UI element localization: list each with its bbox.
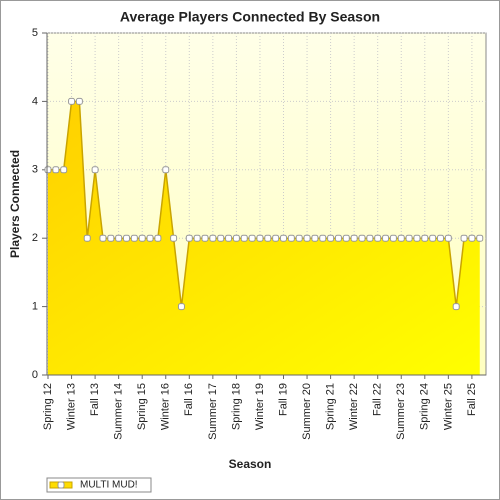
marker [374, 234, 382, 242]
y-tick-label: 5 [32, 27, 38, 39]
x-tick-label: Spring 21 [325, 383, 337, 430]
marker [170, 234, 178, 242]
marker [421, 234, 429, 242]
marker [280, 234, 287, 242]
marker [44, 166, 52, 174]
marker [240, 234, 248, 242]
x-tick-label: Summer 17 [207, 383, 219, 440]
x-tick-label: Fall 16 [183, 383, 195, 416]
x-tick-label: Winter 25 [442, 383, 454, 430]
legend [46, 477, 152, 493]
marker [350, 234, 358, 242]
marker [476, 234, 484, 242]
x-tick-label: Spring 12 [42, 383, 54, 430]
x-tick-label: Summer 14 [113, 383, 125, 440]
x-tick-label: Winter 19 [254, 383, 266, 430]
marker [193, 234, 201, 242]
marker [287, 234, 295, 242]
marker [358, 234, 366, 242]
marker [437, 234, 444, 242]
x-tick-label: Spring 18 [230, 383, 242, 430]
marker [382, 234, 390, 242]
y-tick-label: 2 [32, 232, 38, 244]
marker [272, 234, 280, 242]
x-tick-label: Fall 19 [277, 383, 289, 416]
x-tick-label: Fall 13 [89, 383, 101, 416]
marker [413, 234, 421, 242]
marker [217, 234, 225, 242]
marker [429, 234, 437, 242]
marker [256, 234, 264, 242]
marker [75, 97, 83, 105]
marker [295, 234, 303, 242]
marker [138, 234, 146, 242]
x-tick-label: Spring 24 [419, 383, 431, 430]
marker [334, 234, 342, 242]
marker [327, 234, 335, 242]
x-axis-title: Season [229, 457, 272, 471]
marker [248, 234, 256, 242]
chart-title: Average Players Connected By Season [120, 9, 380, 25]
marker [99, 234, 107, 242]
x-tick-label: Summer 20 [301, 383, 313, 440]
y-axis-title: Players Connected [8, 150, 22, 258]
marker [397, 234, 405, 242]
marker [460, 234, 468, 242]
marker [177, 303, 185, 311]
x-tick-label: Summer 23 [395, 383, 407, 440]
marker [52, 166, 60, 174]
marker [468, 234, 476, 242]
marker [162, 166, 170, 174]
x-tick-label: Fall 25 [466, 383, 478, 416]
y-tick-label: 4 [32, 95, 38, 107]
marker [146, 234, 154, 242]
marker [201, 234, 209, 242]
marker [185, 234, 193, 242]
marker [68, 97, 76, 105]
marker [91, 166, 99, 174]
marker [319, 234, 327, 242]
x-tick-label: Fall 22 [372, 383, 384, 416]
legend-label: MULTI MUD! [80, 480, 138, 491]
marker [405, 234, 413, 242]
marker [225, 234, 233, 242]
marker [342, 234, 350, 242]
marker [366, 234, 374, 242]
marker [154, 234, 162, 242]
marker [209, 234, 217, 242]
marker [83, 234, 91, 242]
marker [232, 234, 240, 242]
y-tick-label: 3 [32, 164, 38, 176]
x-tick-label: Winter 22 [348, 383, 360, 430]
x-tick-label: Winter 16 [160, 383, 172, 430]
x-tick-label: Spring 15 [136, 383, 148, 430]
marker [444, 234, 452, 242]
marker [60, 166, 68, 174]
marker [389, 234, 397, 242]
marker [130, 234, 138, 242]
marker [115, 234, 123, 242]
marker [303, 234, 311, 242]
marker [123, 234, 130, 242]
marker [311, 234, 319, 242]
y-tick-label: 1 [32, 301, 38, 313]
x-tick-label: Winter 13 [65, 383, 77, 430]
legend-marker [57, 481, 65, 489]
marker [452, 303, 460, 311]
marker [264, 234, 272, 242]
marker [107, 234, 115, 242]
y-tick-label: 0 [32, 369, 38, 381]
